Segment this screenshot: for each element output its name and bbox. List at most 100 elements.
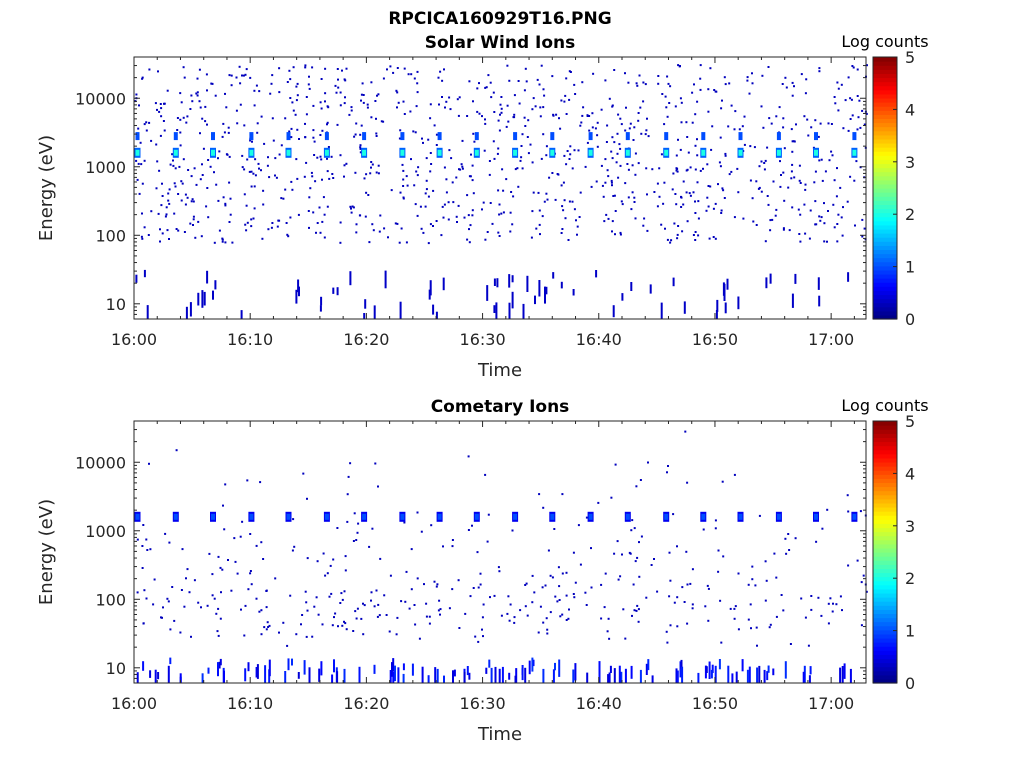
count-cell bbox=[658, 195, 661, 198]
x-axis-label: Time bbox=[477, 360, 522, 381]
colorbar-segment bbox=[873, 531, 897, 537]
count-cell bbox=[734, 110, 737, 113]
count-cell bbox=[684, 430, 687, 433]
count-cell bbox=[306, 609, 309, 612]
count-cell bbox=[718, 659, 721, 670]
count-cell bbox=[737, 296, 740, 310]
count-cell bbox=[427, 138, 430, 141]
count-cell bbox=[563, 199, 566, 202]
peak-cell bbox=[814, 132, 818, 141]
y-tick-label: 10000 bbox=[75, 453, 126, 472]
count-cell bbox=[558, 659, 561, 677]
count-cell bbox=[440, 234, 443, 237]
count-cell bbox=[596, 145, 599, 148]
count-cell bbox=[841, 234, 844, 237]
count-cell bbox=[733, 617, 736, 620]
count-cell bbox=[516, 167, 519, 170]
count-cell bbox=[267, 156, 269, 159]
count-cell bbox=[671, 188, 674, 191]
count-cell bbox=[819, 122, 822, 125]
count-cell bbox=[511, 529, 514, 532]
x-tick-label: 16:30 bbox=[460, 694, 506, 713]
count-cell bbox=[507, 120, 510, 123]
count-cell bbox=[638, 575, 641, 578]
count-cell bbox=[363, 604, 366, 607]
count-cell bbox=[780, 594, 783, 596]
count-cell bbox=[610, 496, 613, 499]
peak-cell bbox=[625, 513, 630, 520]
count-cell bbox=[610, 179, 613, 182]
count-cell bbox=[136, 672, 139, 683]
count-cell bbox=[730, 170, 733, 173]
count-cell bbox=[218, 229, 221, 232]
count-cell bbox=[802, 671, 805, 683]
count-cell bbox=[270, 82, 273, 85]
count-cell bbox=[297, 279, 300, 293]
colorbar-segment bbox=[873, 629, 897, 635]
count-cell bbox=[778, 106, 781, 109]
count-cell bbox=[375, 135, 378, 137]
count-cell bbox=[396, 616, 399, 619]
peak-cell bbox=[776, 513, 781, 520]
colorbar-segment bbox=[873, 461, 897, 467]
count-cell bbox=[833, 96, 836, 98]
count-cell bbox=[304, 136, 307, 139]
count-cell bbox=[731, 673, 734, 683]
count-cell bbox=[611, 104, 614, 107]
peak-cell bbox=[550, 149, 555, 156]
count-cell bbox=[455, 215, 458, 218]
count-cell bbox=[186, 196, 189, 199]
count-cell bbox=[837, 109, 840, 112]
count-cell bbox=[322, 196, 325, 199]
peak-cell bbox=[211, 149, 215, 156]
count-cell bbox=[411, 663, 414, 676]
count-cell bbox=[140, 235, 143, 238]
count-cell bbox=[763, 162, 766, 164]
count-cell bbox=[656, 182, 659, 185]
count-cell bbox=[331, 624, 334, 627]
count-cell bbox=[141, 567, 144, 569]
count-cell bbox=[473, 140, 476, 143]
count-cell bbox=[755, 180, 758, 183]
count-cell bbox=[758, 514, 761, 517]
count-cell bbox=[451, 539, 454, 541]
count-cell bbox=[320, 158, 323, 161]
count-cell bbox=[429, 280, 432, 296]
count-cell bbox=[296, 94, 299, 97]
count-cell bbox=[435, 220, 438, 222]
count-cell bbox=[204, 120, 207, 123]
count-cell bbox=[834, 102, 837, 105]
count-cell bbox=[422, 141, 424, 144]
count-cell bbox=[773, 552, 776, 555]
count-cell bbox=[253, 104, 256, 107]
count-cell bbox=[326, 170, 329, 173]
count-cell bbox=[399, 191, 402, 194]
count-cell bbox=[849, 175, 852, 178]
count-cell bbox=[312, 129, 315, 132]
count-cell bbox=[326, 105, 329, 108]
count-cell bbox=[635, 82, 638, 85]
count-cell bbox=[180, 180, 183, 183]
count-cell bbox=[856, 128, 859, 131]
count-cell bbox=[284, 671, 287, 683]
count-cell bbox=[387, 236, 389, 239]
count-cell bbox=[667, 465, 669, 467]
count-cell bbox=[345, 162, 348, 165]
count-cell bbox=[308, 75, 310, 78]
count-cell bbox=[277, 219, 280, 222]
count-cell bbox=[383, 594, 386, 597]
count-cell bbox=[414, 623, 417, 626]
peak-cell bbox=[701, 513, 706, 520]
count-cell bbox=[318, 206, 321, 209]
count-cell bbox=[396, 106, 398, 109]
count-cell bbox=[847, 510, 850, 513]
count-cell bbox=[699, 77, 702, 80]
count-cell bbox=[769, 219, 772, 222]
count-cell bbox=[551, 576, 554, 579]
count-cell bbox=[508, 619, 511, 622]
count-cell bbox=[168, 238, 170, 240]
peak-cell bbox=[513, 132, 518, 141]
count-cell bbox=[631, 519, 634, 522]
count-cell bbox=[182, 116, 185, 119]
count-cell bbox=[336, 671, 339, 683]
